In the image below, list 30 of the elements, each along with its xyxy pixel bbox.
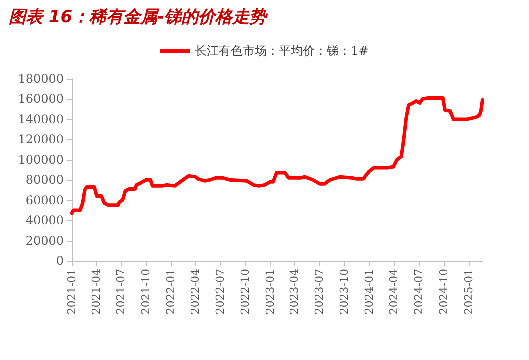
x-tick-label: 2024-07 xyxy=(412,269,426,315)
x-tick-label: 2021-01 xyxy=(66,269,78,315)
x-tick-label: 2021-07 xyxy=(114,269,128,315)
x-tick-label: 2024-01 xyxy=(362,269,376,315)
y-tick-label: 160000 xyxy=(18,92,64,106)
line-series xyxy=(70,96,484,216)
y-tick-label: 80000 xyxy=(26,173,64,188)
y-tick-label: 120000 xyxy=(18,132,64,147)
y-tick-label: 140000 xyxy=(18,112,64,126)
x-tick-label: 2025-01 xyxy=(462,269,476,315)
y-tick-label: 0 xyxy=(56,254,64,268)
y-tick-label: 40000 xyxy=(26,214,64,228)
x-tick-label: 2022-10 xyxy=(238,269,252,315)
x-tick-label: 2022-07 xyxy=(214,269,227,315)
x-tick-label: 2022-04 xyxy=(189,269,202,315)
y-tick-label: 20000 xyxy=(26,234,64,248)
x-tick-label: 2023-07 xyxy=(312,269,326,315)
x-tick-label: 2021-10 xyxy=(140,269,153,315)
y-tick-label: 60000 xyxy=(26,193,64,208)
x-tick-label: 2023-04 xyxy=(288,269,302,315)
y-tick-label: 180000 xyxy=(18,72,64,86)
legend-label: 长江有色市场：平均价：锑：1# xyxy=(195,44,369,58)
x-tick-label: 2024-04 xyxy=(388,269,401,315)
y-tick-label: 100000 xyxy=(18,152,64,167)
x-tick-label: 2023-10 xyxy=(338,269,351,315)
x-tick-label: 2024-10 xyxy=(437,269,450,315)
x-tick-label: 2021-04 xyxy=(90,269,103,315)
x-tick-label: 2022-01 xyxy=(164,269,178,315)
x-tick-label: 2023-01 xyxy=(264,269,277,315)
chart-title: 图表 16：稀有金属-锑的价格走势 xyxy=(9,8,269,28)
